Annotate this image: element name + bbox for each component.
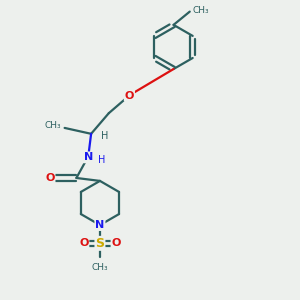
Text: O: O	[79, 238, 88, 248]
Text: N: N	[83, 152, 93, 162]
Text: H: H	[98, 155, 105, 165]
Text: S: S	[95, 237, 104, 250]
Text: CH₃: CH₃	[44, 121, 61, 130]
Text: CH₃: CH₃	[92, 263, 108, 272]
Text: H: H	[100, 131, 108, 141]
Text: CH₃: CH₃	[192, 6, 209, 15]
Text: O: O	[45, 173, 55, 183]
Text: O: O	[112, 238, 121, 248]
Text: N: N	[95, 220, 105, 230]
Text: O: O	[125, 91, 134, 100]
